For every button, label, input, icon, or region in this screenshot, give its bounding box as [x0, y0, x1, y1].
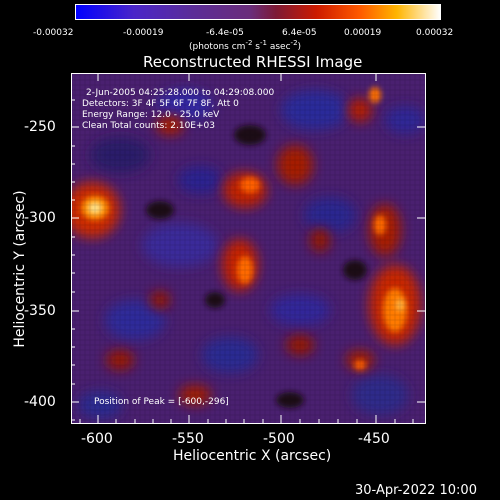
colorbar-tick-label: -0.00032	[33, 28, 74, 38]
annotation-energy-range: Energy Range: 12.0 - 25.0 keV	[82, 110, 220, 120]
units-sup: -2	[245, 39, 253, 47]
rhessi-image	[71, 73, 426, 424]
units-text: s	[252, 42, 260, 52]
annotation-counts: Clean Total counts: 2.10E+03	[82, 121, 215, 131]
units-sup: -2	[290, 39, 298, 47]
units-text: (photons cm	[189, 42, 246, 52]
y-ticks	[71, 99, 425, 421]
pixel-grid-overlay	[71, 73, 426, 424]
x-tick-label: -450	[358, 431, 390, 447]
x-axis-label: Heliocentric X (arcsec)	[173, 448, 332, 464]
annotation-peak-position: Position of Peak = [-600,-296]	[94, 397, 229, 407]
x-tick-label: -500	[263, 431, 295, 447]
colorbar	[75, 4, 441, 20]
colorbar-tick-label: -6.4e-05	[206, 28, 244, 38]
x-tick-label: -600	[81, 431, 113, 447]
colorbar-tick-label: 6.4e-05	[282, 28, 317, 38]
y-tick-label: -350	[24, 303, 56, 319]
x-ticks	[79, 73, 414, 423]
x-tick-label: -550	[172, 431, 204, 447]
colorbar-tick-label: 0.00032	[416, 28, 454, 38]
colorbar-tick-label: 0.00019	[344, 28, 382, 38]
units-text: asec	[266, 42, 291, 52]
plot-frame	[71, 73, 426, 424]
y-tick-label: -400	[24, 394, 56, 410]
annotation-detectors: Detectors: 3F 4F 5F 6F 7F 8F, Att 0	[82, 99, 239, 109]
y-axis-label: Heliocentric Y (arcsec)	[12, 190, 28, 348]
timestamp: 30-Apr-2022 10:00	[355, 483, 477, 498]
annotation-time-range: 2-Jun-2005 04:25:28.000 to 04:29:08.000	[86, 88, 275, 98]
colorbar-tick-label: -0.00019	[123, 28, 164, 38]
y-tick-label: -250	[24, 119, 56, 135]
units-sup: -1	[260, 39, 267, 47]
units-text: )	[297, 42, 302, 52]
plot-title: Reconstructed RHESSI Image	[143, 53, 363, 71]
y-tick-label: -300	[24, 210, 56, 226]
colorbar-units: (photons cm-2 s-1 asec-2)	[189, 40, 301, 52]
